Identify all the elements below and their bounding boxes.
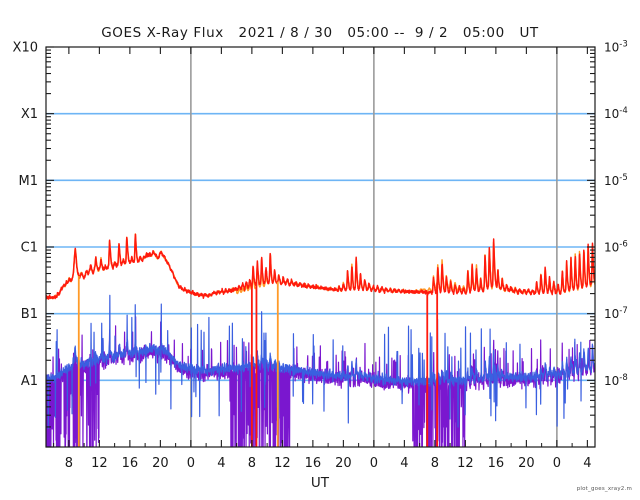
svg-text:20: 20 (335, 456, 352, 471)
svg-text:10-7: 10-7 (604, 306, 628, 321)
svg-text:A1: A1 (21, 374, 38, 389)
minor-tick-marks (46, 46, 595, 448)
svg-text:16: 16 (305, 456, 322, 471)
y-axis-right-labels: 10-3 10-4 10-5 10-6 10-7 10-8 (604, 40, 628, 388)
svg-text:10-3: 10-3 (604, 40, 628, 55)
plot-script-watermark: plot_goes_xray2.m (576, 486, 632, 492)
svg-text:8: 8 (65, 456, 73, 471)
svg-text:0: 0 (187, 456, 195, 471)
svg-text:M1: M1 (19, 174, 39, 189)
chart-title: GOES X-Ray Flux 2021 / 8 / 30 05:00 -- 9… (101, 25, 539, 41)
svg-text:8: 8 (431, 456, 439, 471)
svg-text:20: 20 (152, 456, 169, 471)
svg-text:16: 16 (488, 456, 505, 471)
svg-text:12: 12 (91, 456, 108, 471)
x-tick-marks (53, 47, 588, 447)
x-axis-tick-labels: 8 12 16 20 0 4 8 12 16 20 0 4 8 12 16 20 0 4 (65, 456, 592, 471)
data-traces (46, 233, 595, 447)
svg-text:12: 12 (274, 456, 291, 471)
svg-text:16: 16 (122, 456, 139, 471)
svg-text:X1: X1 (21, 107, 38, 122)
svg-text:X10: X10 (13, 41, 38, 56)
svg-text:10-5: 10-5 (604, 173, 628, 188)
svg-text:0: 0 (553, 456, 561, 471)
svg-text:0: 0 (370, 456, 378, 471)
svg-text:10-8: 10-8 (604, 373, 628, 388)
svg-text:20: 20 (518, 456, 535, 471)
svg-text:C1: C1 (21, 241, 38, 256)
svg-text:B1: B1 (21, 307, 38, 322)
svg-text:12: 12 (457, 456, 474, 471)
svg-text:10-6: 10-6 (604, 240, 628, 255)
svg-text:8: 8 (248, 456, 256, 471)
svg-text:4: 4 (400, 456, 408, 471)
svg-text:10-4: 10-4 (604, 106, 628, 121)
svg-text:4: 4 (583, 456, 591, 471)
y-axis-left-labels: X10 X1 M1 C1 B1 A1 (13, 41, 38, 389)
svg-text:4: 4 (217, 456, 225, 471)
x-axis-title: UT (311, 475, 330, 491)
